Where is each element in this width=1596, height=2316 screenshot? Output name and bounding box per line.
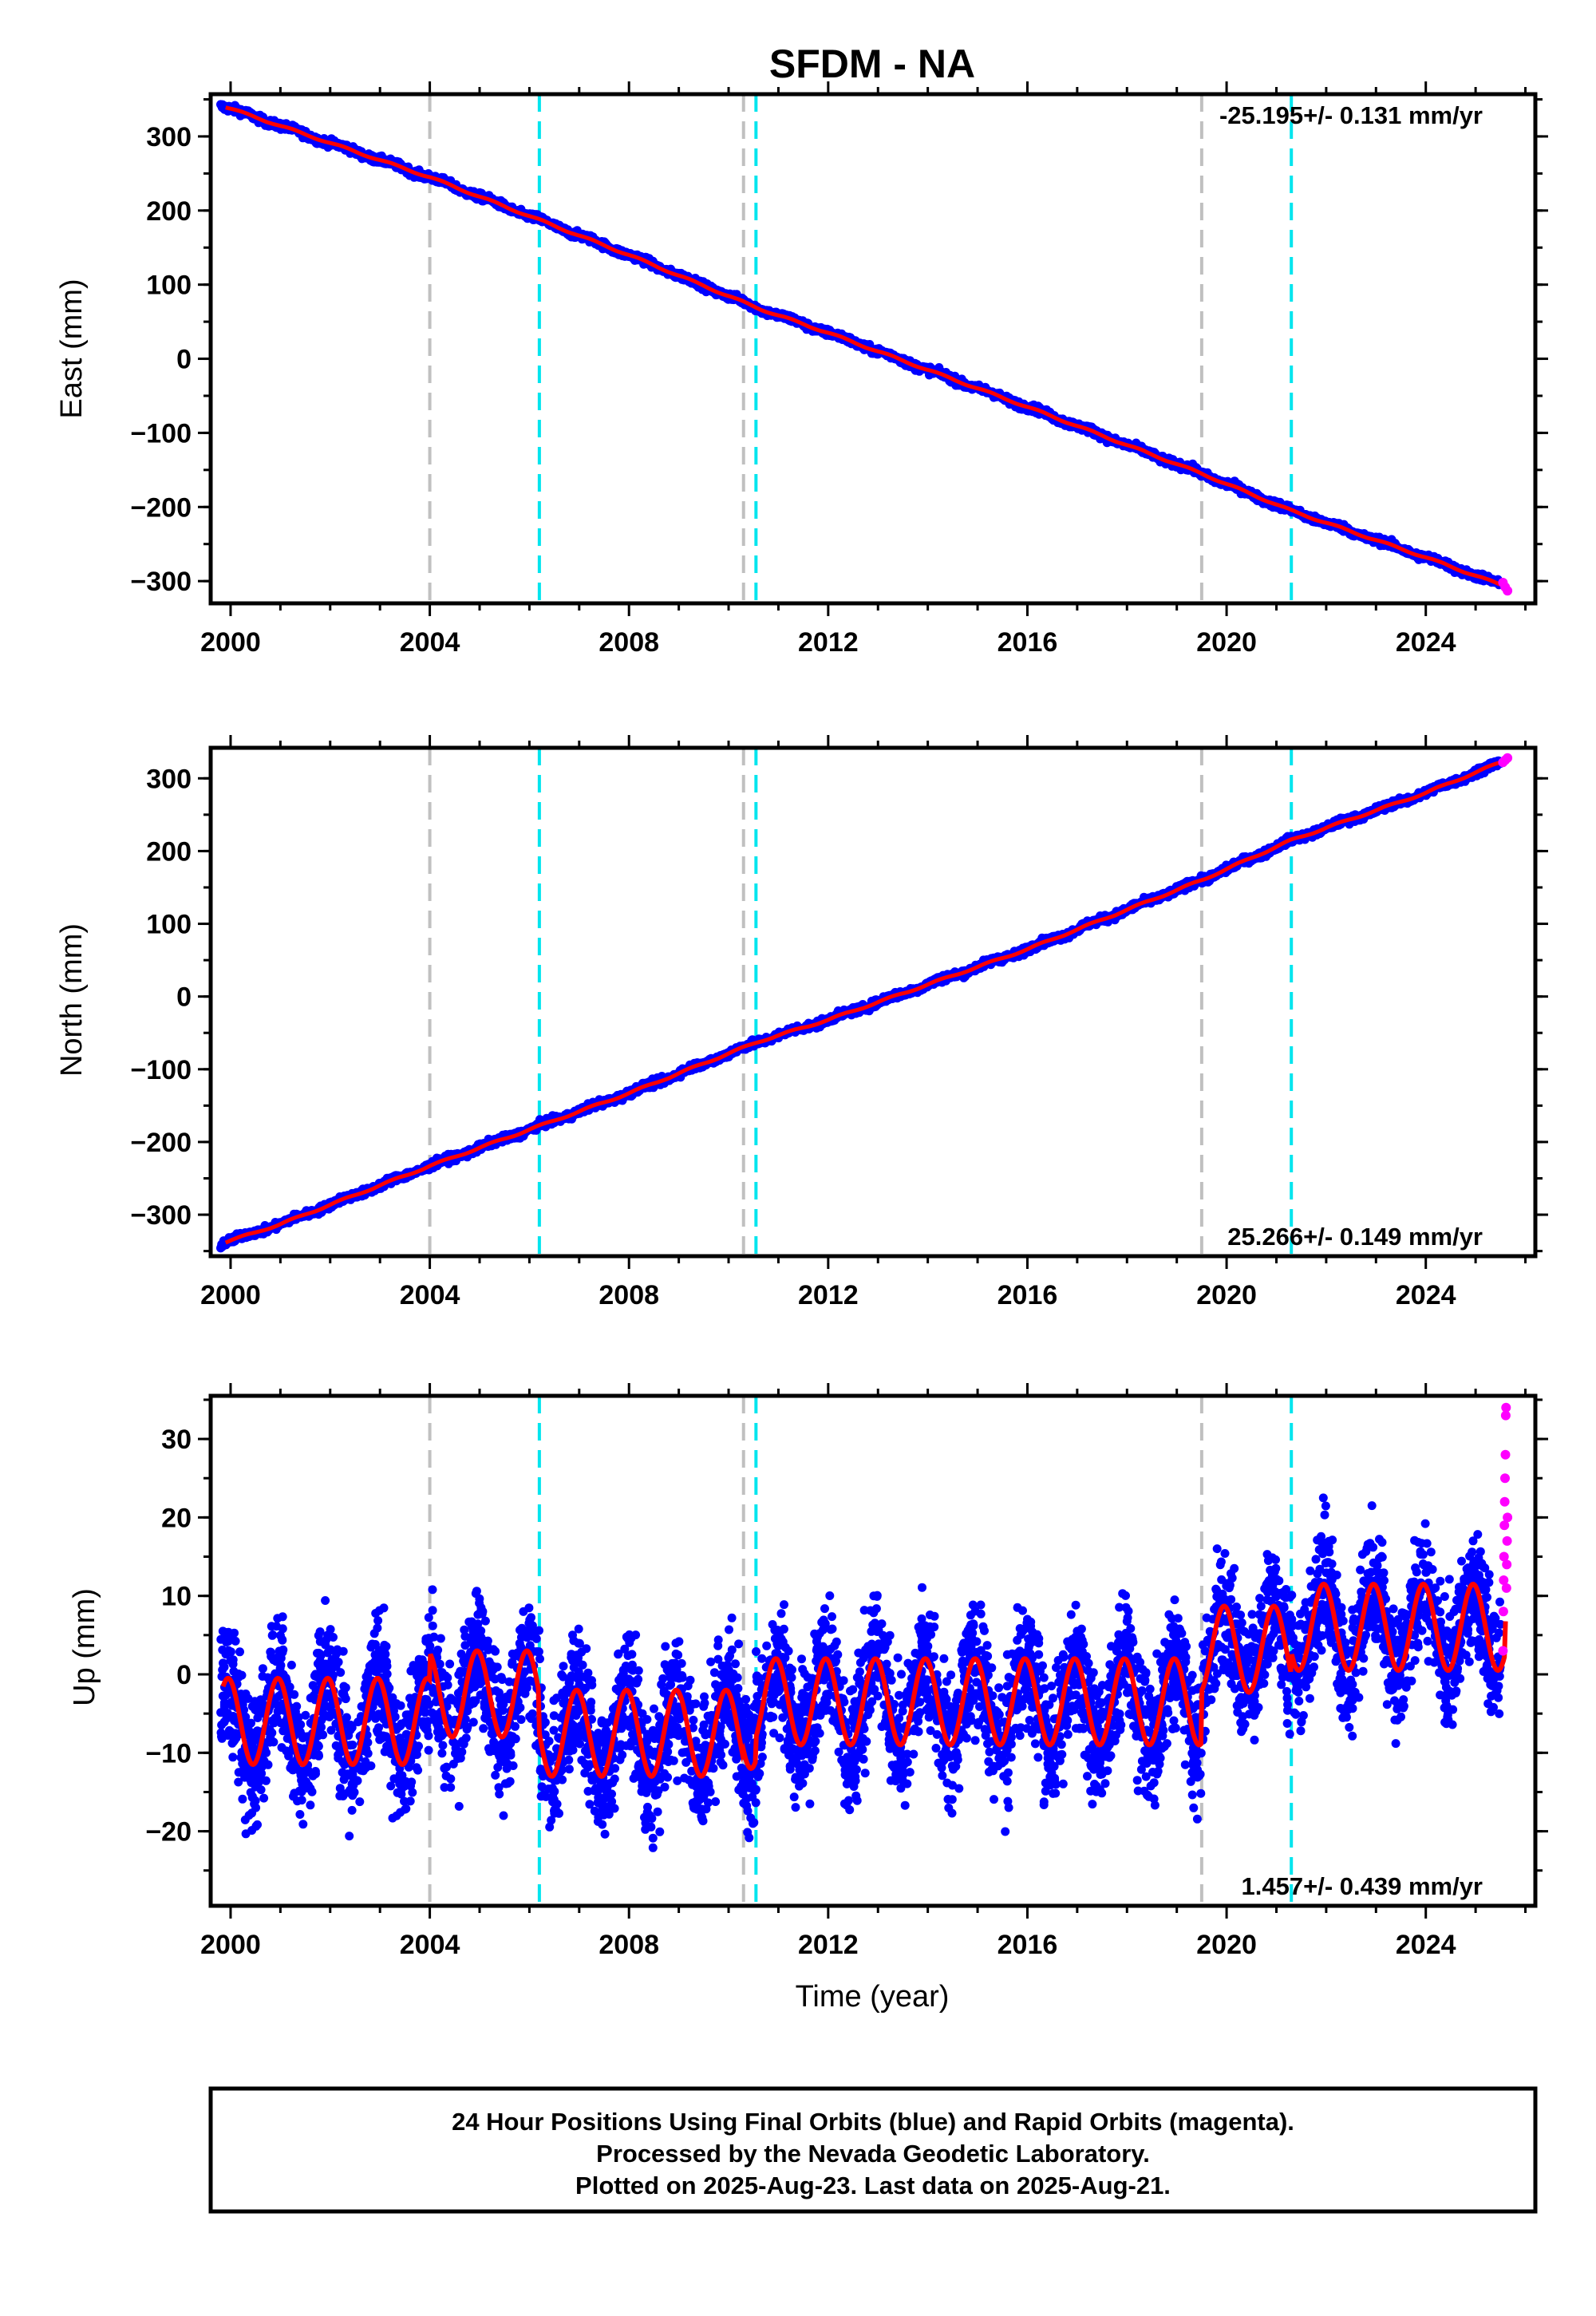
north-axis-label: North (mm) (55, 923, 89, 1077)
north-panel: North (mm) 2000 2004 2008 2012 2016 2020 20243… (55, 735, 1548, 1310)
north-plot-area (216, 748, 1513, 1256)
rapid-point (1503, 586, 1513, 596)
x-tick-label: 2020 (1196, 627, 1257, 658)
east-frame (208, 92, 1538, 606)
x-tick-label: 2016 (998, 627, 1058, 658)
east-panel: East (mm) 2000 2004 2008 2012 2016 2020 202430… (55, 81, 1548, 658)
east-plot-area (216, 94, 1513, 603)
y-tick-label: 0 (176, 345, 192, 375)
x-tick-label: 2008 (598, 627, 659, 658)
north-final-orbit-points (216, 756, 1505, 1253)
east-rate-label: -25.195+/- 0.131 mm/yr (1219, 101, 1483, 129)
y-tick-label: −200 (130, 492, 192, 523)
y-tick-label: 300 (146, 122, 192, 152)
east-axis-label: East (mm) (55, 279, 89, 418)
x-tick-label: 2012 (798, 627, 859, 658)
chart-title: SFDM - NA (769, 41, 975, 86)
x-tick-label: 2024 (1396, 627, 1456, 658)
y-tick-label: 100 (146, 271, 192, 301)
y-tick-label: −300 (130, 567, 192, 597)
x-tick-label: 2004 (400, 627, 460, 658)
east-rapid-orbit-points (1498, 578, 1513, 596)
y-tick-label: −100 (130, 418, 192, 449)
y-tick-label: 200 (146, 196, 192, 227)
east-model-line (225, 105, 1506, 587)
x-tick-label: 2000 (200, 627, 261, 658)
